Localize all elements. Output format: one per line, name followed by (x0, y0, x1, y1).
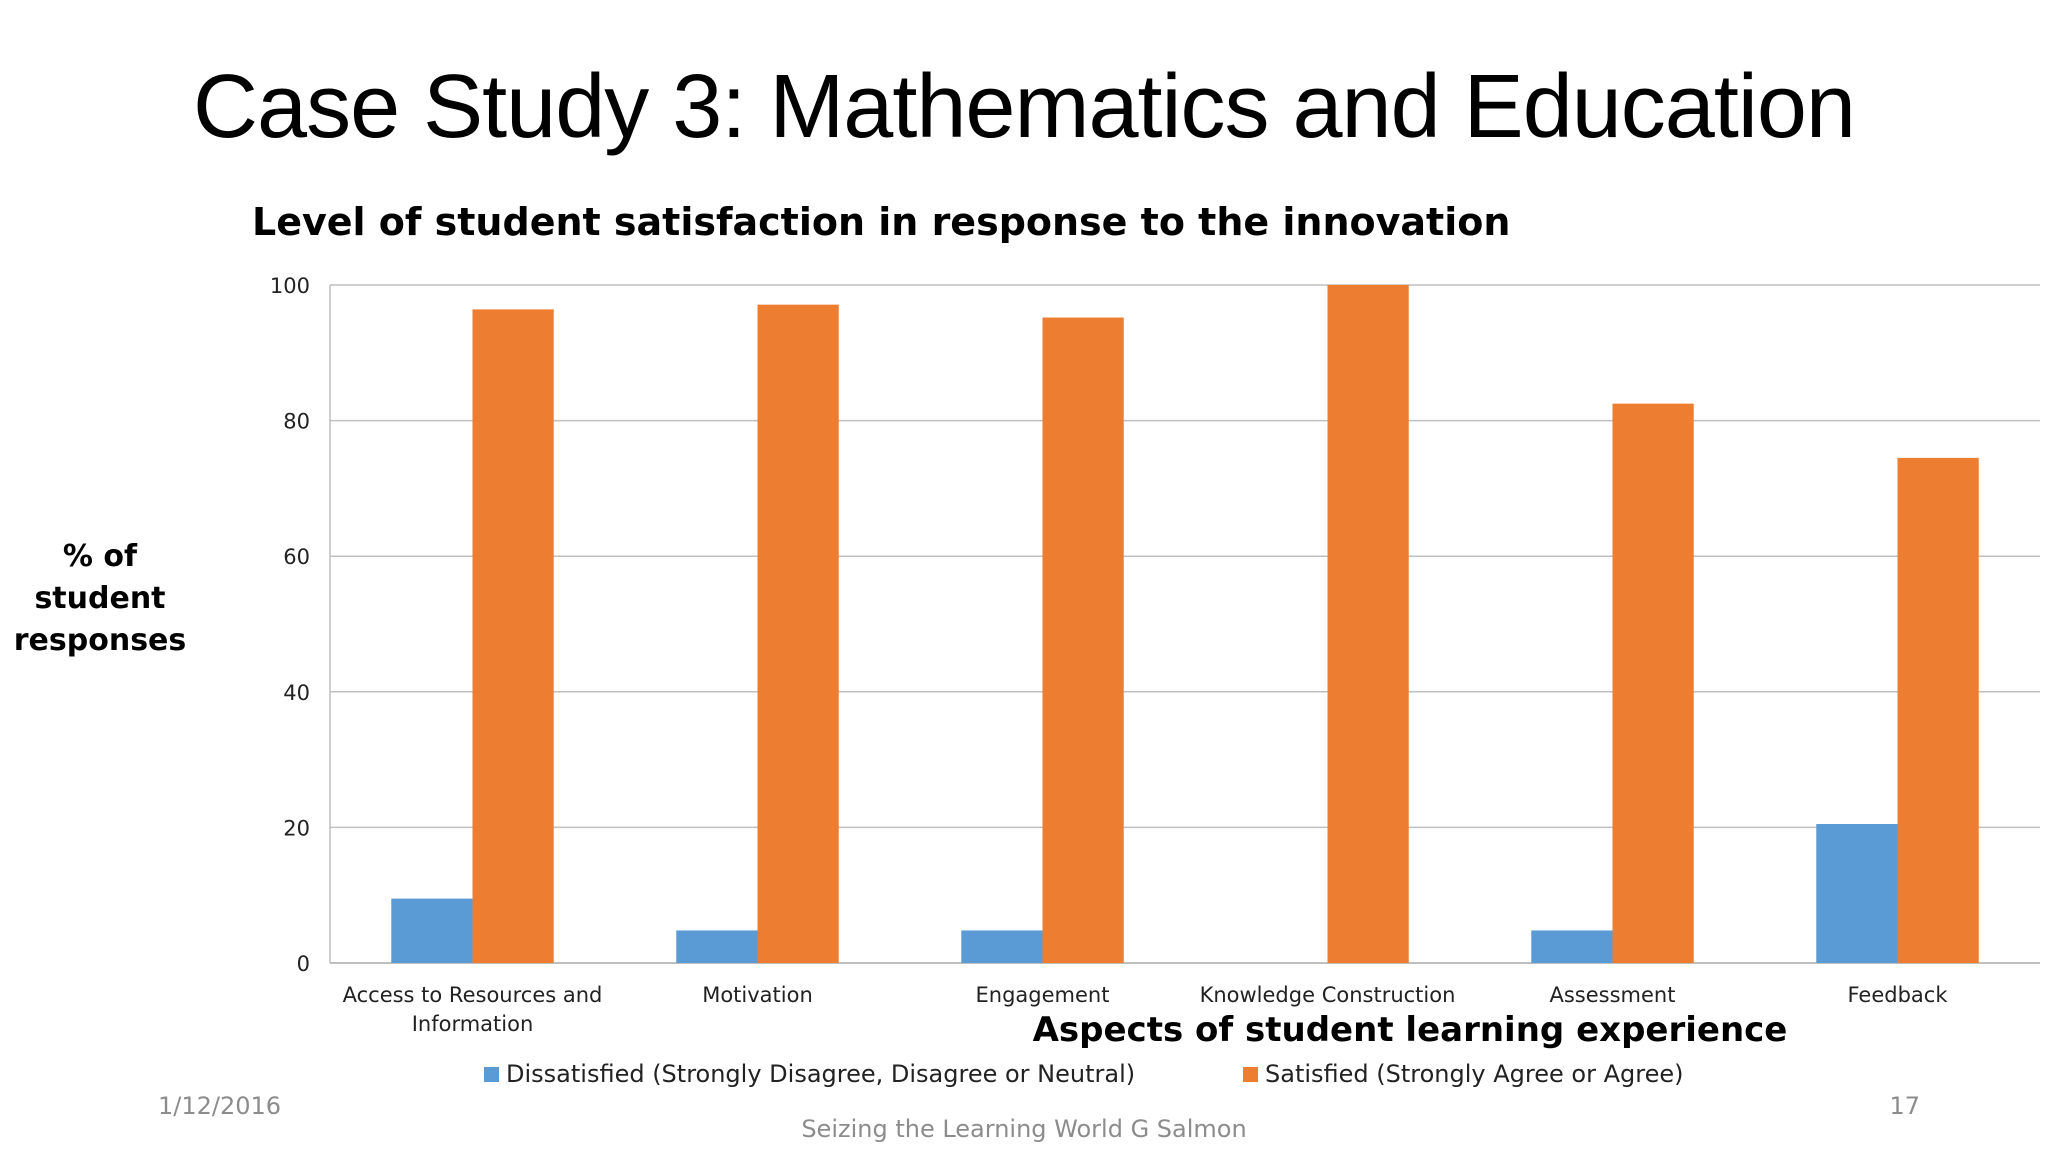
bar-satisfied (1327, 285, 1409, 963)
y-tick-label: 80 (283, 410, 310, 434)
footer-date: 1/12/2016 (158, 1092, 282, 1120)
slide-title: Case Study 3: Mathematics and Education (193, 57, 1856, 157)
y-tick-label: 0 (297, 952, 310, 976)
bar-dissatisfied (391, 898, 473, 963)
x-tick-label: Motivation (702, 983, 813, 1007)
legend-swatch-satisfied (1243, 1066, 1258, 1082)
footer-page-number: 17 (1889, 1092, 1920, 1120)
chart-title: Level of student satisfaction in respons… (252, 200, 1511, 244)
y-tick-label: 100 (270, 274, 310, 298)
x-tick-label: Knowledge Construction (1200, 983, 1456, 1007)
footer-center-text: Seizing the Learning World G Salmon (801, 1115, 1247, 1143)
bar-satisfied (1897, 457, 1979, 963)
legend-item-satisfied: Satisfied (Strongly Agree or Agree) (1243, 1058, 1683, 1090)
y-axis-label-line-1: % of student (34, 539, 166, 616)
bar-satisfied (1042, 317, 1124, 963)
legend-swatch-dissatisfied (484, 1066, 499, 1082)
y-tick-label: 40 (283, 681, 310, 705)
x-tick-label: Engagement (976, 983, 1110, 1007)
x-axis-label: Aspects of student learning experience (1032, 1010, 1788, 1050)
x-tick-label: Access to Resources and (343, 983, 603, 1007)
x-tick-label: Feedback (1847, 983, 1948, 1007)
bar-dissatisfied (1531, 930, 1613, 963)
bar-dissatisfied (676, 930, 758, 963)
x-tick-label: Information (412, 1012, 534, 1036)
y-tick-label: 20 (283, 816, 310, 840)
y-axis-label: % of student responses (0, 536, 200, 662)
bar-satisfied (757, 304, 839, 963)
bar-dissatisfied (1816, 824, 1898, 963)
legend-label-dissatisfied: Dissatisfied (Strongly Disagree, Disagre… (506, 1060, 1136, 1088)
y-axis-label-line-2: responses (13, 623, 187, 658)
legend-label-satisfied: Satisfied (Strongly Agree or Agree) (1265, 1060, 1684, 1088)
bar-satisfied (1612, 403, 1694, 963)
legend: Dissatisfied (Strongly Disagree, Disagre… (0, 1058, 2048, 1098)
bar-dissatisfied (961, 930, 1043, 963)
x-tick-label: Assessment (1550, 983, 1676, 1007)
bar-satisfied (472, 309, 554, 964)
legend-item-dissatisfied: Dissatisfied (Strongly Disagree, Disagre… (484, 1058, 1135, 1090)
y-tick-label: 60 (283, 545, 310, 569)
